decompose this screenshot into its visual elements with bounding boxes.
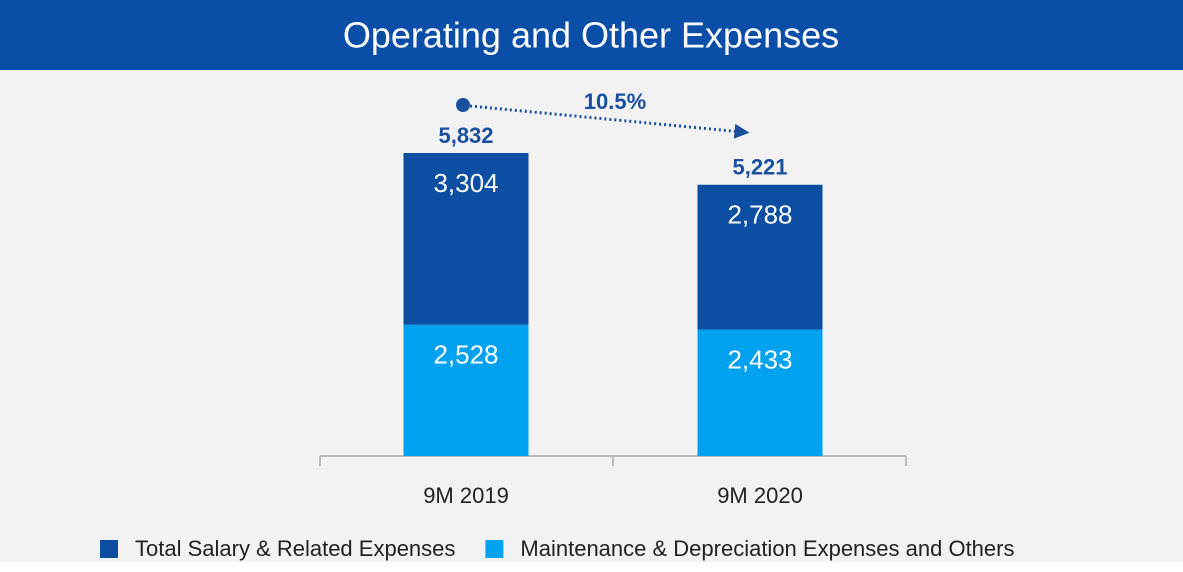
total-label: 5,832: [438, 123, 493, 148]
legend-swatch: [485, 540, 504, 558]
bar-segment: [403, 153, 529, 325]
x-tick-label: 9M 2019: [423, 483, 509, 508]
total-label: 5,221: [732, 155, 787, 180]
legend-label: Maintenance & Depreciation Expenses and …: [520, 536, 1014, 561]
segment-label: 2,433: [727, 344, 792, 374]
bar-segment: [403, 324, 529, 456]
change-arrow: [469, 104, 750, 139]
x-tick-label: 9M 2020: [717, 483, 803, 508]
legend-swatch: [100, 540, 118, 558]
arrow-start: [456, 98, 470, 112]
bar-segment: [697, 329, 823, 456]
segment-label: 3,304: [433, 168, 498, 198]
title-banner: [0, 0, 1183, 70]
legend-label: Total Salary & Related Expenses: [135, 536, 455, 561]
change-annotation: 10.5%: [584, 89, 646, 114]
segment-label: 2,528: [433, 340, 498, 370]
bar-segment: [697, 184, 823, 330]
segment-label: 2,788: [727, 200, 792, 230]
chart-title: Operating and Other Expenses: [343, 15, 839, 56]
